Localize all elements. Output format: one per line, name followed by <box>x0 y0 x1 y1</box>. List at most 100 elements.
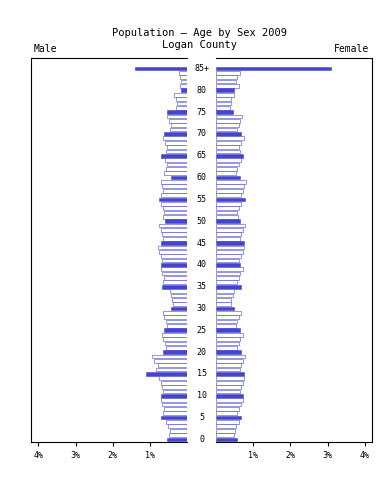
Bar <box>163 206 187 210</box>
Bar <box>216 154 243 157</box>
Text: 5: 5 <box>199 413 204 422</box>
Bar <box>216 180 246 184</box>
Bar <box>163 390 187 393</box>
Text: 50: 50 <box>197 217 207 226</box>
Bar <box>216 228 243 232</box>
Text: 10: 10 <box>197 391 207 400</box>
Bar <box>163 237 187 240</box>
Text: 0: 0 <box>199 435 204 444</box>
Bar <box>216 97 232 101</box>
Bar <box>161 202 187 205</box>
Bar <box>159 198 187 201</box>
Bar <box>216 276 239 280</box>
Bar <box>175 106 187 109</box>
Bar <box>161 267 187 271</box>
Bar <box>162 333 187 336</box>
Bar <box>216 403 241 407</box>
Bar <box>168 424 187 428</box>
Bar <box>167 438 187 441</box>
Bar <box>181 80 187 84</box>
Bar <box>181 88 187 92</box>
Text: Population — Age by Sex 2009: Population — Age by Sex 2009 <box>112 28 287 38</box>
Bar <box>216 163 239 167</box>
Bar <box>216 424 236 428</box>
Bar <box>166 420 187 424</box>
Bar <box>162 285 187 288</box>
Bar <box>146 372 187 376</box>
Bar <box>216 302 231 306</box>
Bar <box>171 176 187 180</box>
Bar <box>167 324 187 328</box>
Bar <box>170 429 187 432</box>
Bar <box>216 298 232 301</box>
Bar <box>162 259 187 263</box>
Bar <box>154 359 187 363</box>
Bar <box>216 429 235 432</box>
Bar <box>156 368 187 372</box>
Bar <box>161 416 187 420</box>
Text: 85+: 85+ <box>194 64 209 73</box>
Bar <box>216 438 237 441</box>
Bar <box>216 110 232 114</box>
Bar <box>216 390 240 393</box>
Text: 75: 75 <box>197 108 207 117</box>
Text: 65: 65 <box>197 151 207 160</box>
Bar <box>216 267 243 271</box>
Bar <box>216 67 331 71</box>
Bar <box>216 193 241 197</box>
Bar <box>171 307 187 311</box>
Bar <box>216 376 244 380</box>
Bar <box>164 132 187 136</box>
Bar <box>157 363 187 367</box>
Text: 60: 60 <box>197 173 207 182</box>
Bar <box>216 342 239 345</box>
Bar <box>163 215 187 219</box>
Bar <box>216 123 239 127</box>
Bar <box>216 132 241 136</box>
Bar <box>164 315 187 319</box>
Bar <box>159 224 187 228</box>
Text: 40: 40 <box>197 260 207 269</box>
Bar <box>179 71 187 75</box>
Bar <box>216 254 241 258</box>
Bar <box>216 75 237 79</box>
Bar <box>176 97 187 101</box>
Bar <box>158 246 187 249</box>
Bar <box>180 75 187 79</box>
Bar <box>170 289 187 293</box>
Bar <box>171 294 187 297</box>
Bar <box>161 398 187 402</box>
Bar <box>216 211 237 215</box>
Bar <box>167 145 187 149</box>
Bar <box>216 311 241 315</box>
Bar <box>161 381 187 384</box>
Bar <box>216 184 244 188</box>
Bar <box>165 158 187 162</box>
Bar <box>216 289 234 293</box>
Bar <box>216 219 240 223</box>
Bar <box>167 110 187 114</box>
Bar <box>216 202 241 205</box>
Text: 80: 80 <box>197 86 207 95</box>
Bar <box>216 263 240 267</box>
Bar <box>216 368 240 372</box>
Bar <box>216 71 240 75</box>
Bar <box>216 158 241 162</box>
Bar <box>216 136 244 140</box>
Bar <box>216 285 241 288</box>
Text: Female: Female <box>334 44 369 54</box>
Bar <box>216 232 241 236</box>
Text: Logan County: Logan County <box>162 40 237 50</box>
Bar <box>216 246 244 249</box>
Bar <box>216 346 237 349</box>
Bar <box>216 84 239 88</box>
Bar <box>164 276 187 280</box>
Bar <box>216 80 236 84</box>
Bar <box>174 93 187 96</box>
Bar <box>216 176 240 180</box>
Bar <box>159 250 187 253</box>
Bar <box>216 411 237 415</box>
Bar <box>161 193 187 197</box>
Bar <box>162 184 187 188</box>
Bar <box>216 320 237 324</box>
